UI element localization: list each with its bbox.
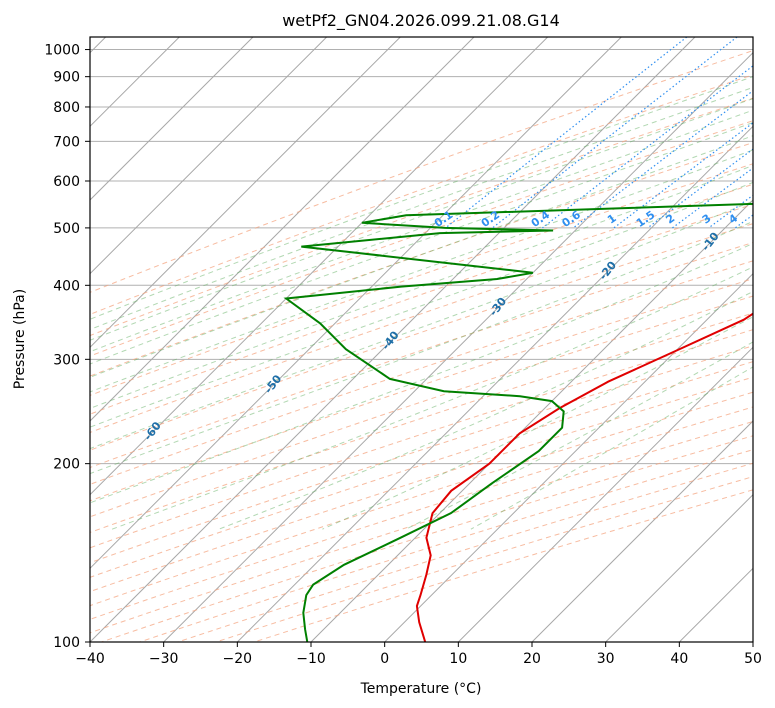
x-tick-label: −20 bbox=[223, 651, 253, 667]
y-tick-label: 800 bbox=[53, 100, 80, 116]
y-axis-ticks: 100 200 300 400 500 600 700 800 900 1000 bbox=[44, 43, 90, 651]
moist-adiabat-line bbox=[322, 316, 753, 530]
dry-adiabat-line bbox=[177, 462, 753, 642]
moist-adiabat-line bbox=[90, 135, 753, 378]
dry-adiabat-line bbox=[90, 329, 753, 549]
mixing-ratio-label: 6 bbox=[765, 211, 775, 226]
y-tick-label: 900 bbox=[53, 70, 80, 86]
dry-adiabat-line bbox=[90, 420, 753, 634]
dry-adiabat-lines bbox=[90, 50, 753, 642]
x-tick-label: 30 bbox=[597, 651, 615, 667]
moist-adiabat-line bbox=[90, 76, 753, 320]
y-tick-label: 200 bbox=[53, 457, 80, 473]
mixing-ratio-line bbox=[572, 89, 753, 229]
moist-adiabat-line bbox=[90, 242, 753, 504]
mixing-ratio-line bbox=[672, 167, 753, 229]
moist-adiabat-line bbox=[90, 98, 753, 341]
moist-adiabat-line bbox=[90, 86, 753, 331]
dry-adiabat-line bbox=[90, 163, 753, 396]
isotherm-line bbox=[236, 125, 753, 642]
dry-adiabat-line bbox=[90, 312, 753, 533]
temperature-profile-line bbox=[415, 312, 753, 642]
x-tick-label: 40 bbox=[670, 651, 688, 667]
profile-series bbox=[283, 202, 753, 642]
mixing-ratio-line bbox=[613, 122, 753, 229]
isotherm-line bbox=[752, 641, 753, 642]
mixing-ratio-line bbox=[734, 214, 753, 229]
moist-adiabat-line bbox=[90, 109, 753, 353]
dry-adiabat-line bbox=[90, 391, 753, 607]
mixing-ratio-label: 1.5 bbox=[634, 208, 657, 230]
moist-adiabat-line bbox=[90, 164, 753, 409]
isotherm-line bbox=[90, 37, 401, 349]
isotherm-line bbox=[163, 51, 753, 642]
mixing-ratio-label: 1 bbox=[605, 212, 619, 227]
moist-adiabat-line bbox=[90, 220, 753, 475]
y-tick-label: 400 bbox=[53, 278, 80, 294]
y-axis-label: Pressure (hPa) bbox=[12, 289, 28, 389]
y-tick-label: 300 bbox=[53, 352, 80, 368]
mixing-ratio-line bbox=[542, 65, 753, 229]
isotherm-line bbox=[90, 37, 549, 496]
x-tick-label: 10 bbox=[449, 651, 467, 667]
moist-adiabat-line bbox=[90, 200, 753, 450]
x-tick-label: −10 bbox=[296, 651, 326, 667]
isotherm-line bbox=[457, 346, 753, 642]
mixing-ratio-line bbox=[708, 194, 753, 229]
isobar-lines bbox=[90, 49, 753, 642]
isotherm-line bbox=[90, 37, 254, 201]
mixing-ratio-label: 3 bbox=[700, 212, 714, 227]
moist-adiabat-line bbox=[470, 366, 753, 530]
dewpoint-profile-line bbox=[283, 202, 753, 642]
dry-adiabat-line bbox=[215, 476, 753, 642]
reference-line-labels: 0.10.20.40.611.52346810131620253036-100-… bbox=[10, 208, 775, 501]
plot-area: 0.10.20.40.611.52346810131620253036-100-… bbox=[10, 37, 775, 642]
y-tick-label: 700 bbox=[53, 134, 80, 150]
plot-frame bbox=[89, 36, 754, 643]
dry-adiabat-line bbox=[90, 223, 753, 451]
x-axis-label: Temperature (°C) bbox=[360, 681, 482, 697]
x-tick-label: −30 bbox=[149, 651, 179, 667]
dry-adiabat-line bbox=[101, 435, 753, 642]
dry-adiabat-line bbox=[90, 241, 753, 469]
isotherm-line bbox=[384, 272, 753, 642]
dry-adiabat-line bbox=[90, 142, 753, 377]
x-axis-ticks: −40 −30 −20 −10 0 10 20 30 40 50 bbox=[75, 642, 762, 667]
x-tick-label: −40 bbox=[75, 651, 105, 667]
moist-adiabat-line bbox=[90, 122, 753, 365]
x-tick-label: 0 bbox=[380, 651, 389, 667]
dry-adiabat-line bbox=[90, 361, 753, 578]
dry-adiabat-line bbox=[90, 295, 753, 518]
dry-adiabat-label: -70 bbox=[10, 477, 33, 501]
x-tick-label: 20 bbox=[523, 651, 541, 667]
isotherm-line bbox=[678, 567, 753, 642]
moist-adiabat-line bbox=[111, 266, 753, 530]
isotherm-lines bbox=[90, 37, 753, 642]
mixing-ratio-line bbox=[492, 37, 738, 229]
x-tick-label: 50 bbox=[744, 651, 762, 667]
dry-adiabat-line bbox=[254, 489, 753, 642]
isotherm-line bbox=[90, 37, 328, 275]
moist-adiabat-line bbox=[90, 181, 753, 428]
dry-adiabat-line bbox=[90, 50, 753, 293]
y-tick-label: 1000 bbox=[44, 43, 80, 59]
isotherm-line bbox=[605, 493, 753, 642]
mixing-ratio-lines bbox=[445, 37, 753, 229]
chart-title: wetPf2_GN04.2026.099.21.08.G14 bbox=[282, 11, 560, 31]
isotherm-line bbox=[90, 37, 475, 422]
moist-adiabat-line bbox=[90, 149, 753, 393]
y-tick-label: 600 bbox=[53, 174, 80, 190]
dry-adiabat-line bbox=[90, 74, 753, 315]
y-tick-label: 100 bbox=[53, 635, 80, 651]
mixing-ratio-label: 2 bbox=[664, 212, 678, 227]
isotherm-line bbox=[90, 37, 696, 642]
mixing-ratio-line bbox=[445, 37, 688, 229]
y-tick-label: 500 bbox=[53, 221, 80, 237]
isotherm-line bbox=[90, 37, 622, 570]
dry-adiabat-line bbox=[90, 97, 753, 337]
isotherm-line bbox=[531, 420, 753, 642]
moist-adiabat-lines bbox=[90, 76, 753, 530]
